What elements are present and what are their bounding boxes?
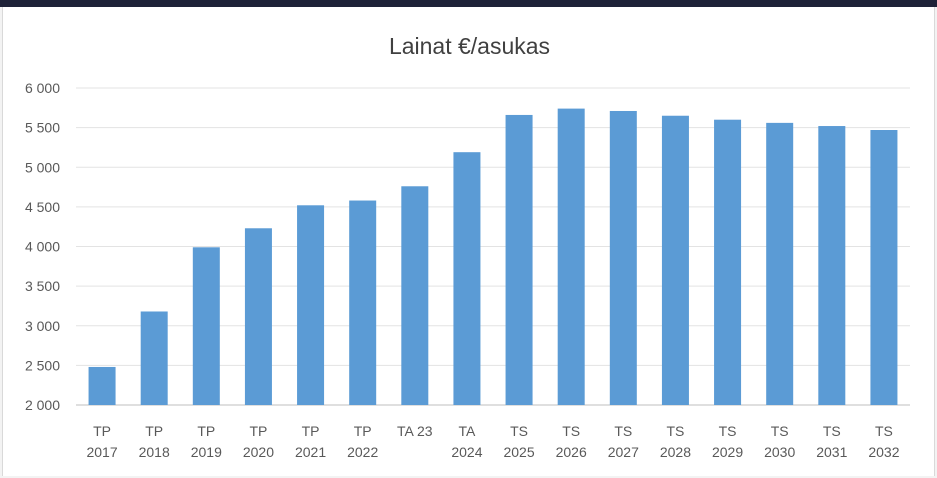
y-tick-label: 5 000: [25, 159, 60, 175]
bar: [88, 366, 116, 405]
bar: [557, 108, 585, 405]
y-tick-label: 6 000: [25, 80, 60, 96]
bar: [714, 119, 742, 405]
x-tick-label: TS 2031: [816, 423, 847, 460]
x-tick-label: TP 2020: [243, 423, 274, 460]
x-tick-label: TP 2017: [86, 423, 117, 460]
y-tick-label: 2 000: [25, 397, 60, 413]
x-tick-label: TS 2032: [868, 423, 899, 460]
bar: [297, 205, 325, 405]
x-tick-label: TS 2026: [556, 423, 587, 460]
x-tick-label: TA 2024: [451, 423, 482, 460]
bar: [766, 122, 794, 406]
x-tick-label: TP 2019: [191, 423, 222, 460]
bar: [349, 200, 377, 405]
x-tick-label: TP 2021: [295, 423, 326, 460]
x-tick-label: TS 2025: [503, 423, 534, 460]
bar: [140, 311, 168, 405]
top-bar: [0, 0, 937, 7]
x-tick-label: TS 2030: [764, 423, 795, 460]
bar: [870, 130, 898, 405]
bar: [244, 228, 272, 405]
bar: [453, 152, 481, 405]
y-tick-label: 4 500: [25, 199, 60, 215]
y-tick-label: 3 000: [25, 318, 60, 334]
y-tick-label: 5 500: [25, 120, 60, 136]
bar: [505, 114, 533, 405]
y-tick-label: 2 500: [25, 357, 60, 373]
x-tick-label: TS 2028: [660, 423, 691, 460]
x-tick-label: TS 2029: [712, 423, 743, 460]
x-tick-label: TA 23: [397, 423, 433, 439]
chart-title: Lainat €/asukas: [388, 33, 551, 59]
x-tick-label: TP 2022: [347, 423, 378, 460]
bar: [661, 115, 689, 406]
bar: [818, 126, 846, 405]
bar: [192, 247, 220, 405]
x-tick-label: TS 2027: [608, 423, 639, 460]
bar: [401, 186, 429, 405]
y-tick-label: 4 000: [25, 239, 60, 255]
y-tick-label: 3 500: [25, 278, 60, 294]
bar: [609, 110, 637, 406]
x-tick-label: TP 2018: [139, 423, 170, 460]
